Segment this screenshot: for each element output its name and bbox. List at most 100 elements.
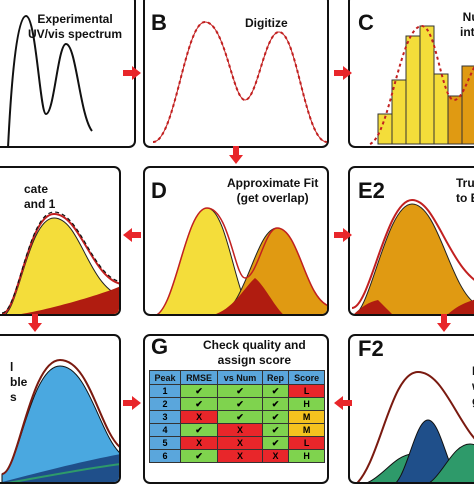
truncated-fit-plot <box>1 211 119 314</box>
vs-num-cell: X <box>217 423 263 437</box>
header-rep: Rep <box>261 370 290 385</box>
panel-g-letter: G <box>151 334 169 359</box>
panel-truncate-title-line-2: and 1 <box>24 197 56 211</box>
rep-cell: ✔ <box>261 410 290 424</box>
arrow-icon <box>229 146 243 164</box>
vs-num-cell: ✔ <box>217 397 263 411</box>
spectrum-curve <box>7 14 93 146</box>
panel-e2-letter: E2 <box>358 178 385 203</box>
panel-f2-letter: F2 <box>358 336 384 361</box>
panel-e2-title-line-2: to E <box>456 191 474 205</box>
panel-a-title-line-1: Experimental <box>37 12 113 26</box>
panel-c-title-line-2: inte <box>460 25 474 39</box>
digitized-curve <box>152 20 327 143</box>
panel-e2-plot <box>351 198 474 314</box>
table-row: 3 X ✔ ✔ M <box>148 410 325 424</box>
panel-e2: E2 Tru to E <box>348 166 474 316</box>
score-cell: H <box>288 397 325 411</box>
rmse-cell: ✔ <box>180 384 219 398</box>
arrow-icon <box>123 66 141 80</box>
panel-g-title-line-2: assign score <box>217 353 292 367</box>
rep-cell: ✔ <box>261 423 290 437</box>
panel-a-experimental-spectrum: Experimental UV/vis spectrum <box>0 0 136 148</box>
panel-d-title-line-1: Approximate Fit <box>227 176 319 190</box>
rmse-cell: X <box>180 410 219 424</box>
panel-g-title: Check quality and assign score <box>203 338 306 368</box>
panel-d-approximate-fit: D Approximate Fit (get overlap) <box>143 166 329 316</box>
rmse-cell: ✔ <box>180 449 219 463</box>
rep-cell: X <box>261 449 290 463</box>
panel-d-title: Approximate Fit (get overlap) <box>227 176 318 206</box>
rmse-cell: X <box>180 436 219 450</box>
panel-truncate-title: cate and 1 <box>24 182 55 212</box>
arrow-icon <box>334 66 352 80</box>
header-score: Score <box>288 370 325 385</box>
panel-e2-title: Tru to E <box>456 176 474 206</box>
vs-num-cell: X <box>217 449 263 463</box>
panel-f-title-line-2: ble <box>10 375 28 389</box>
arrow-icon <box>28 314 42 332</box>
approximate-fit-plot <box>156 207 327 314</box>
panel-c-title: Nu inte <box>460 10 474 40</box>
rep-cell: ✔ <box>261 384 290 398</box>
vs-num-cell: X <box>217 436 263 450</box>
header-vs-num: vs Num <box>217 370 263 385</box>
panel-f-title: l ble s <box>10 360 27 405</box>
peak-cell: 5 <box>148 436 182 450</box>
peak-cell: 3 <box>148 410 182 424</box>
panel-f2-title-line-2: wi <box>472 379 474 394</box>
peak-cell: 1 <box>148 384 182 398</box>
score-cell: M <box>288 410 325 424</box>
score-cell: M <box>288 423 325 437</box>
panel-c-title-line-1: Nu <box>462 10 474 24</box>
integration-bars <box>369 24 474 145</box>
panel-d-letter: D <box>151 178 167 203</box>
score-cell: H <box>288 449 325 463</box>
panel-f2-title-line-1: I <box>472 364 474 379</box>
panel-a-title: Experimental UV/vis spectrum <box>28 12 122 42</box>
score-table-header: Peak RMSE vs Num Rep Score <box>148 370 325 385</box>
panel-g-title-line-1: Check quality and <box>203 338 306 352</box>
multiple-peaks-plot <box>1 358 119 482</box>
header-rmse: RMSE <box>180 370 219 385</box>
panel-f2: F2 I wi g <box>348 334 474 484</box>
arrow-icon <box>334 396 352 410</box>
score-cell: L <box>288 436 325 450</box>
peak-cell: 4 <box>148 423 182 437</box>
score-table: Peak RMSE vs Num Rep Score 1 ✔ ✔ ✔ L 2 ✔ ✔ ✔ H 3 X ✔… <box>148 370 325 463</box>
table-row: 2 ✔ ✔ ✔ H <box>148 397 325 411</box>
table-row: 4 ✔ X ✔ M <box>148 423 325 437</box>
panel-f-multiple-peaks: l ble s <box>0 334 121 484</box>
table-row: 1 ✔ ✔ ✔ L <box>148 384 325 398</box>
panel-b-digitize: B Digitize <box>143 0 329 148</box>
panel-truncate-band-1: cate and 1 <box>0 166 121 316</box>
rmse-cell: ✔ <box>180 423 219 437</box>
vs-num-cell: ✔ <box>217 410 263 424</box>
arrow-icon <box>123 228 141 242</box>
panel-a-title-line-2: UV/vis spectrum <box>28 27 123 41</box>
score-cell: L <box>288 384 325 398</box>
arrow-icon <box>334 228 352 242</box>
header-peak: Peak <box>148 370 182 385</box>
panel-f2-title: I wi g <box>472 364 474 409</box>
panel-truncate-title-line-1: cate <box>24 182 49 196</box>
panel-f-title-line-3: s <box>10 390 17 404</box>
vs-num-cell: ✔ <box>217 384 263 398</box>
panel-f2-title-line-3: g <box>472 394 474 409</box>
panel-d-title-line-2: (get overlap) <box>236 191 309 205</box>
panel-g-check-quality: G Check quality and assign score Peak RM… <box>143 334 329 484</box>
panel-b-letter: B <box>151 10 167 35</box>
panel-e2-title-line-1: Tru <box>456 176 474 190</box>
panel-c-numerical-integration: C Nu inte <box>348 0 474 148</box>
rep-cell: ✔ <box>261 436 290 450</box>
peak-cell: 2 <box>148 397 182 411</box>
panel-f-title-line-1: l <box>10 360 14 374</box>
peak-cell: 6 <box>148 449 182 463</box>
arrow-icon <box>123 396 141 410</box>
score-table-body: 1 ✔ ✔ ✔ L 2 ✔ ✔ ✔ H 3 X ✔ ✔ M 4 ✔ X ✔ M 5 X X ✔ L 6 ✔ X X H <box>148 384 325 463</box>
table-row: 5 X X ✔ L <box>148 436 325 450</box>
table-row: 6 ✔ X X H <box>148 449 325 463</box>
rmse-cell: ✔ <box>180 397 219 411</box>
rep-cell: ✔ <box>261 397 290 411</box>
panel-c-letter: C <box>358 10 374 35</box>
